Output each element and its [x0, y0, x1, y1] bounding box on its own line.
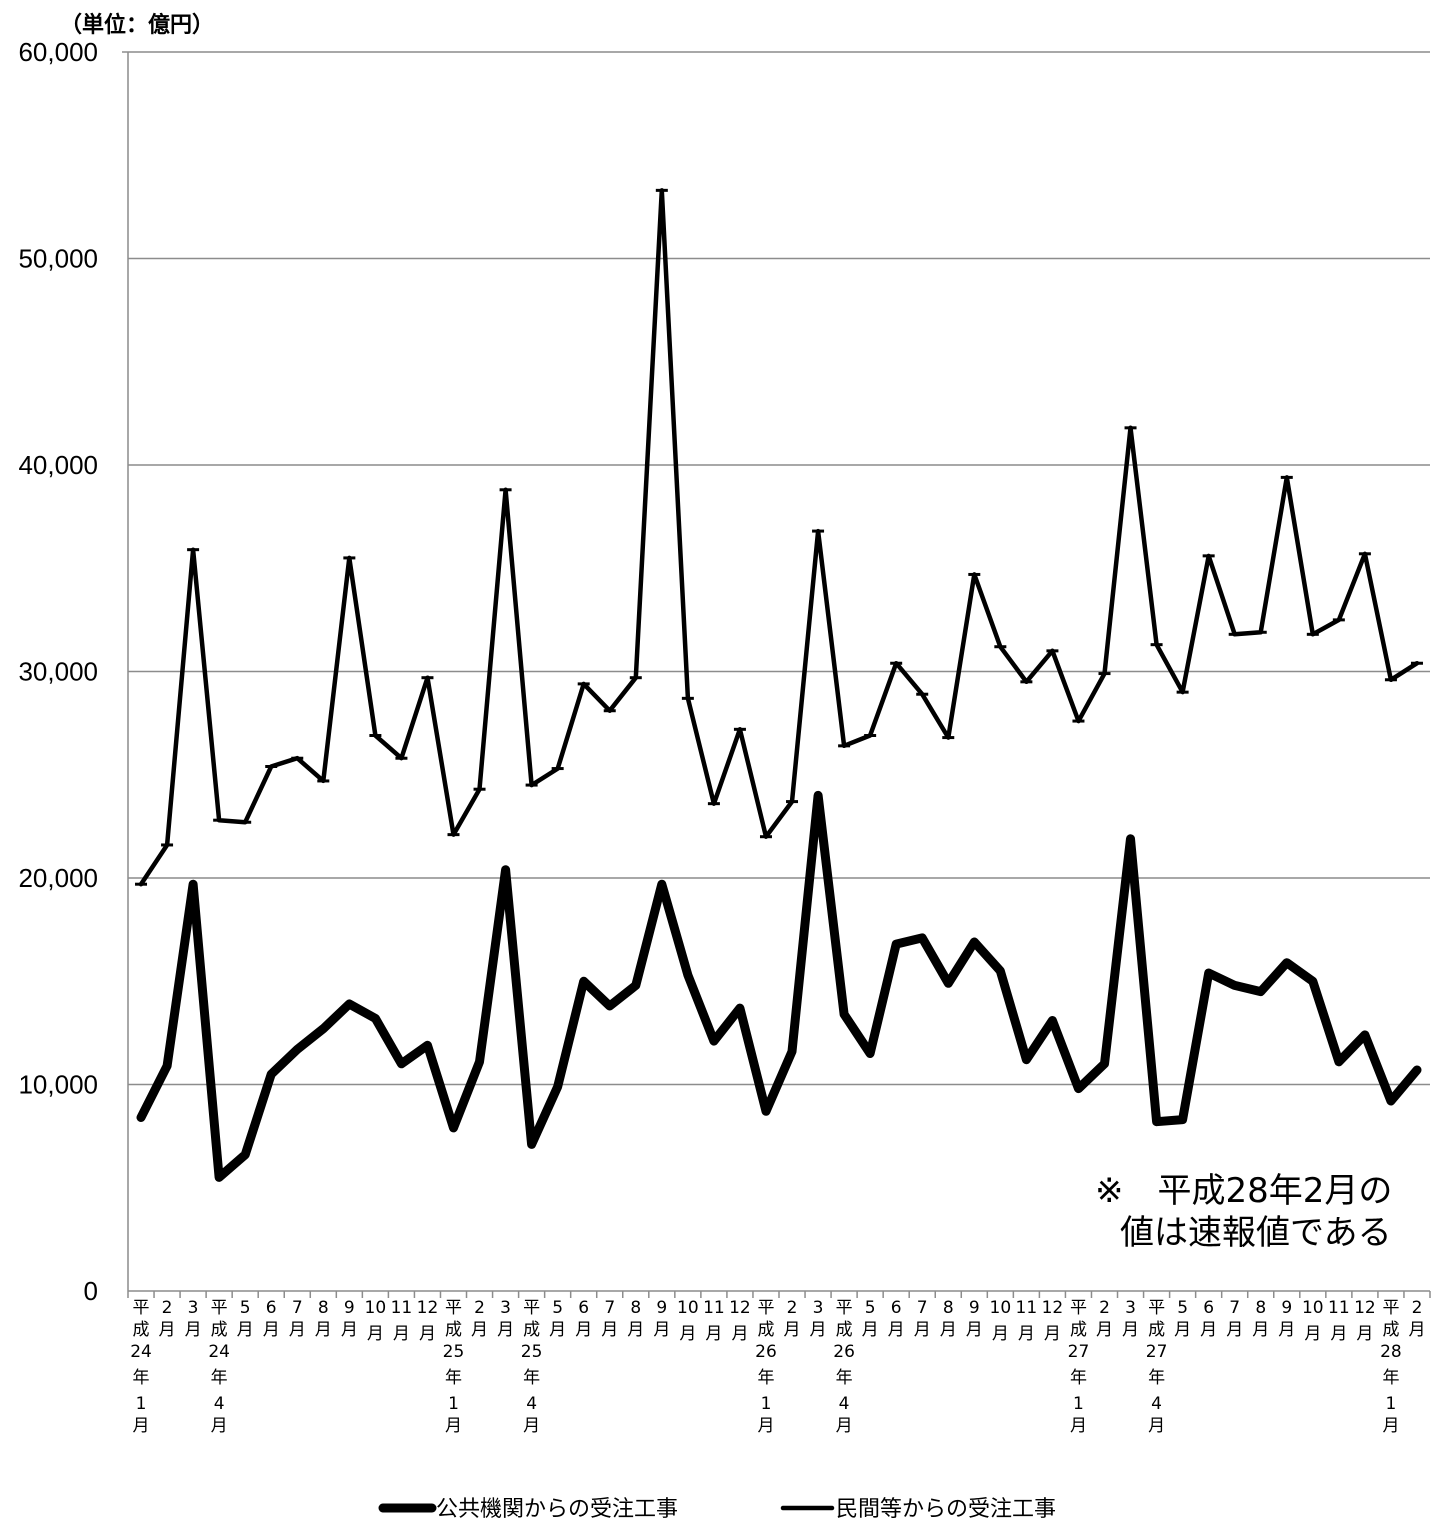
x-tick-label: 平成 25 年 1 月: [443, 1298, 465, 1436]
y-tick-label: 10,000: [18, 1070, 98, 1100]
x-tick-label: 12 月: [729, 1298, 751, 1344]
x-tick-label: 10 月: [1302, 1298, 1324, 1344]
x-tick-label: 平成 24 年 1 月: [130, 1298, 152, 1436]
y-tick-label: 20,000: [18, 863, 98, 893]
annotation-line-2: 値は速報値である: [1120, 1213, 1392, 1253]
y-tick-label: 30,000: [18, 657, 98, 687]
x-tick-label: 平成 25 年 4 月: [521, 1298, 543, 1436]
unit-label: （単位：億円）: [60, 12, 214, 38]
grid-lines: [128, 51, 1430, 1086]
y-axis-ticks: 0 10,000 20,000 30,000 40,000 50,000 60,000: [18, 37, 98, 1306]
x-tick-label: 12 月: [1042, 1298, 1064, 1344]
x-axis: 平成 24 年 1 月2 月3 月平成 24 年 4 月5 月6 月7 月8 月9 月10 月11 月12 月平成 2…: [122, 51, 1431, 1436]
x-tick-label: 10 月: [990, 1298, 1012, 1344]
series-line-1: [138, 188, 1420, 887]
x-tick-label: 12 月: [1354, 1298, 1376, 1344]
y-tick-label: 60,000: [18, 37, 98, 67]
x-tick-label: 平成 27 年 1 月: [1068, 1298, 1090, 1436]
x-tick-label: 10 月: [677, 1298, 699, 1344]
x-tick-label: 平成 26 年 1 月: [755, 1298, 777, 1436]
x-tick-label: 12 月: [417, 1298, 439, 1344]
y-tick-label: 0: [84, 1276, 98, 1306]
legend-label-private: 民間等からの受注工事: [836, 1497, 1056, 1522]
legend-label-public: 公共機関からの受注工事: [436, 1497, 678, 1522]
series-line-0: [136, 790, 1422, 1182]
x-tick-label: 平成 24 年 4 月: [208, 1298, 230, 1436]
annotation-line-1: ※ 平成28年2月の: [1095, 1171, 1392, 1211]
y-tick-label: 50,000: [18, 244, 98, 274]
x-tick-label: 11 月: [391, 1298, 413, 1344]
x-tick-label: 10 月: [365, 1298, 387, 1344]
x-tick-label: 11 月: [1016, 1298, 1038, 1344]
x-tick-label: 平成 28 年 1 月: [1380, 1298, 1402, 1436]
x-tick-label: 平成 27 年 4 月: [1146, 1298, 1168, 1436]
x-tick-label: 11 月: [1328, 1298, 1350, 1344]
y-tick-label: 40,000: [18, 450, 98, 480]
x-tick-label: 平成 26 年 4 月: [833, 1298, 855, 1436]
legend: 公共機関からの受注工事 民間等からの受注工事: [378, 1497, 1056, 1522]
x-tick-label: 11 月: [703, 1298, 725, 1344]
series-lines: [135, 188, 1423, 1182]
annotation-note: ※ 平成28年2月の 値は速報値である: [1095, 1171, 1392, 1253]
